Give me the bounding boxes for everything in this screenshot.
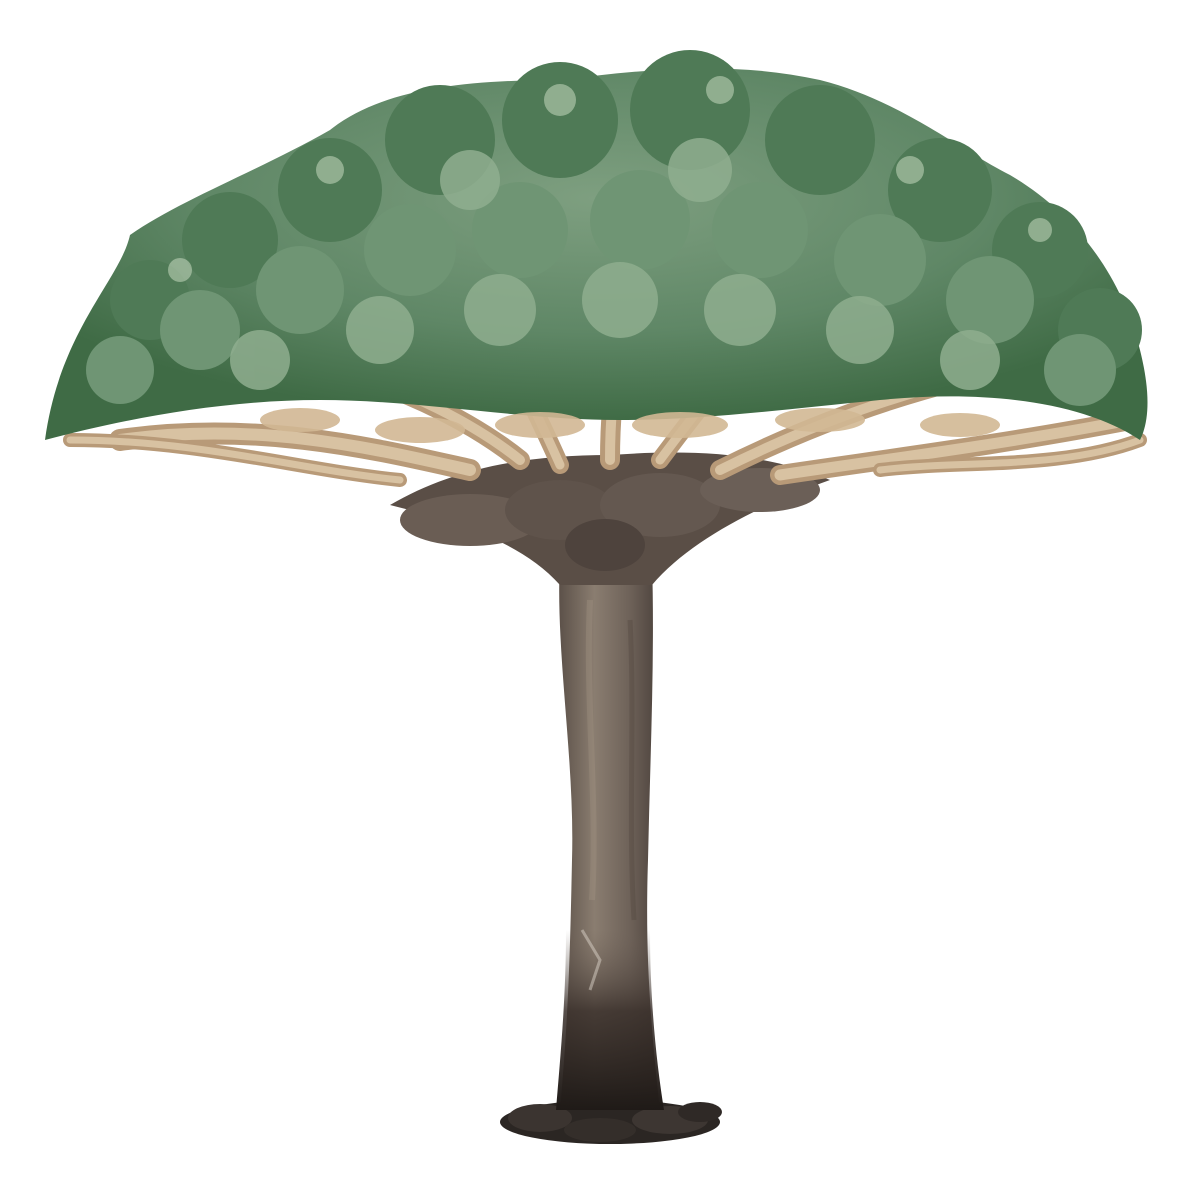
trunk — [556, 560, 664, 1110]
canopy — [45, 50, 1148, 443]
root-base — [500, 1100, 722, 1144]
branch-fork — [390, 452, 830, 585]
